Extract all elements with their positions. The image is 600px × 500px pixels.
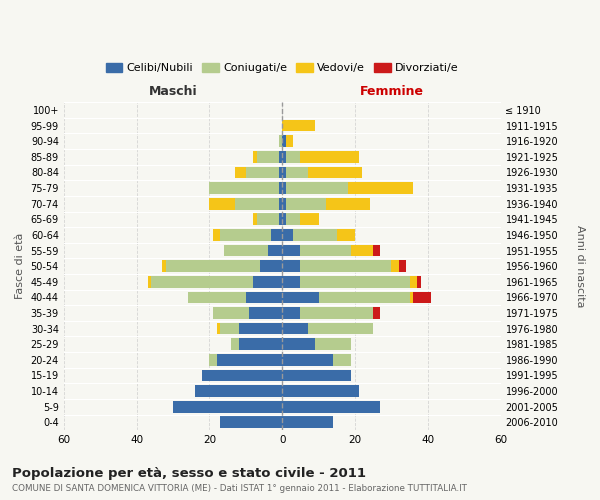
Bar bbox=[282, 323, 308, 334]
Bar bbox=[209, 354, 217, 366]
Bar bbox=[286, 198, 326, 209]
Bar bbox=[301, 276, 410, 287]
Bar bbox=[301, 244, 352, 256]
Bar bbox=[286, 166, 308, 178]
Bar bbox=[278, 214, 282, 225]
Bar bbox=[278, 151, 282, 162]
Bar bbox=[162, 260, 166, 272]
Bar bbox=[301, 151, 359, 162]
Bar bbox=[348, 182, 413, 194]
Y-axis label: Anni di nascita: Anni di nascita bbox=[575, 225, 585, 308]
Text: Maschi: Maschi bbox=[149, 84, 197, 98]
Bar bbox=[246, 166, 278, 178]
Bar bbox=[373, 307, 380, 319]
Bar bbox=[220, 323, 239, 334]
Bar bbox=[282, 354, 333, 366]
Bar bbox=[282, 416, 333, 428]
Text: COMUNE DI SANTA DOMENICA VITTORIA (ME) - Dati ISTAT 1° gennaio 2011 - Elaborazio: COMUNE DI SANTA DOMENICA VITTORIA (ME) -… bbox=[12, 484, 467, 493]
Bar bbox=[286, 151, 301, 162]
Text: Femmine: Femmine bbox=[359, 84, 424, 98]
Bar bbox=[282, 260, 301, 272]
Bar bbox=[319, 292, 410, 304]
Bar bbox=[195, 385, 282, 397]
Bar bbox=[413, 292, 431, 304]
Bar bbox=[246, 292, 282, 304]
Bar bbox=[148, 276, 151, 287]
Bar bbox=[282, 338, 315, 350]
Bar bbox=[301, 307, 373, 319]
Bar bbox=[308, 323, 373, 334]
Bar bbox=[250, 307, 282, 319]
Bar bbox=[410, 292, 413, 304]
Bar bbox=[308, 166, 362, 178]
Bar bbox=[282, 276, 301, 287]
Bar bbox=[239, 323, 282, 334]
Bar bbox=[410, 276, 417, 287]
Bar bbox=[326, 198, 370, 209]
Bar bbox=[282, 166, 286, 178]
Bar bbox=[235, 198, 278, 209]
Bar bbox=[282, 244, 301, 256]
Y-axis label: Fasce di età: Fasce di età bbox=[15, 233, 25, 300]
Legend: Celibi/Nubili, Coniugati/e, Vedovi/e, Divorziati/e: Celibi/Nubili, Coniugati/e, Vedovi/e, Di… bbox=[101, 58, 463, 78]
Bar bbox=[257, 151, 278, 162]
Bar bbox=[282, 401, 380, 412]
Bar bbox=[282, 182, 286, 194]
Text: Popolazione per età, sesso e stato civile - 2011: Popolazione per età, sesso e stato civil… bbox=[12, 468, 366, 480]
Bar bbox=[217, 354, 282, 366]
Bar bbox=[231, 338, 239, 350]
Bar bbox=[282, 370, 352, 382]
Bar bbox=[257, 214, 278, 225]
Bar bbox=[286, 136, 293, 147]
Bar bbox=[253, 214, 257, 225]
Bar bbox=[220, 229, 271, 241]
Bar bbox=[286, 214, 301, 225]
Bar bbox=[202, 370, 282, 382]
Bar bbox=[224, 244, 268, 256]
Bar bbox=[220, 416, 282, 428]
Bar bbox=[278, 182, 282, 194]
Bar bbox=[151, 276, 253, 287]
Bar bbox=[217, 323, 220, 334]
Bar bbox=[173, 401, 282, 412]
Bar bbox=[352, 244, 373, 256]
Bar bbox=[188, 292, 246, 304]
Bar bbox=[282, 120, 315, 132]
Bar bbox=[417, 276, 421, 287]
Bar bbox=[268, 244, 282, 256]
Bar bbox=[213, 307, 250, 319]
Bar bbox=[333, 354, 352, 366]
Bar bbox=[337, 229, 355, 241]
Bar bbox=[282, 292, 319, 304]
Bar bbox=[293, 229, 337, 241]
Bar bbox=[282, 198, 286, 209]
Bar bbox=[373, 244, 380, 256]
Bar bbox=[301, 260, 391, 272]
Bar bbox=[209, 182, 278, 194]
Bar bbox=[301, 214, 319, 225]
Bar bbox=[315, 338, 352, 350]
Bar bbox=[282, 214, 286, 225]
Bar bbox=[260, 260, 282, 272]
Bar bbox=[282, 385, 359, 397]
Bar bbox=[278, 166, 282, 178]
Bar bbox=[282, 307, 301, 319]
Bar bbox=[278, 198, 282, 209]
Bar bbox=[282, 151, 286, 162]
Bar bbox=[391, 260, 398, 272]
Bar bbox=[253, 151, 257, 162]
Bar bbox=[239, 338, 282, 350]
Bar bbox=[282, 229, 293, 241]
Bar bbox=[398, 260, 406, 272]
Bar bbox=[278, 136, 282, 147]
Bar bbox=[286, 182, 348, 194]
Bar bbox=[166, 260, 260, 272]
Bar bbox=[213, 229, 220, 241]
Bar bbox=[253, 276, 282, 287]
Bar bbox=[282, 136, 286, 147]
Bar bbox=[271, 229, 282, 241]
Bar bbox=[209, 198, 235, 209]
Bar bbox=[235, 166, 246, 178]
